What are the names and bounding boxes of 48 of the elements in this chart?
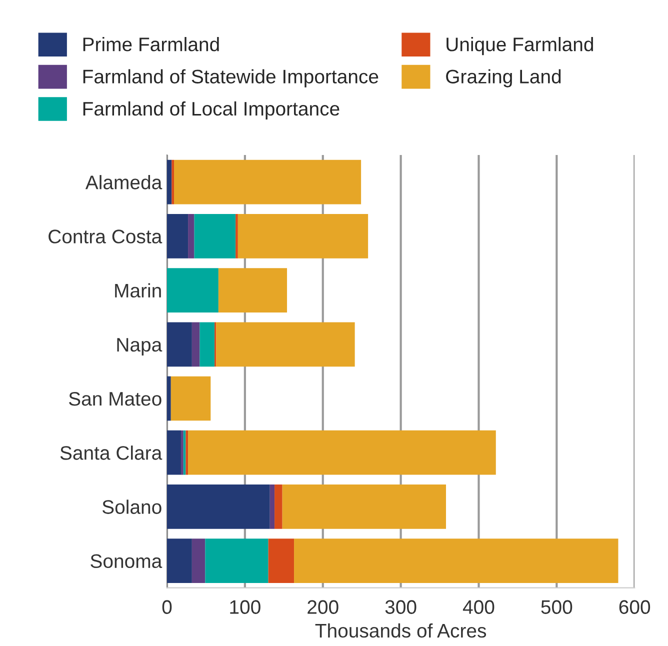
bar: [294, 538, 618, 583]
bar: [274, 484, 282, 529]
legend-label: Prime Farmland: [83, 37, 219, 52]
x-axis-title: Thousands of Acres: [315, 623, 486, 638]
bar: [200, 322, 215, 367]
x-tick-label: 0: [162, 600, 172, 614]
bar: [167, 268, 218, 312]
bar: [167, 430, 182, 475]
x-tick-label: 500: [541, 600, 572, 614]
bar: [192, 322, 200, 367]
y-tick-label: San Mateo: [68, 392, 162, 406]
y-tick-label: Alameda: [85, 175, 162, 190]
y-tick-label: Marin: [115, 283, 161, 298]
bar: [167, 484, 270, 529]
bar: [270, 484, 275, 529]
bar: [192, 538, 206, 583]
y-tick-label: Santa Clara: [60, 446, 162, 460]
legend-label: Unique Farmland: [446, 37, 593, 56]
x-tick-label: 400: [462, 600, 494, 614]
legend-label: Farmland of Local Importance: [83, 101, 340, 120]
bar: [282, 484, 446, 529]
bar: [188, 214, 194, 258]
y-tick-label: Solano: [102, 500, 162, 514]
x-tick-label: 100: [230, 600, 260, 614]
bar: [268, 538, 294, 583]
bar: [167, 538, 192, 583]
legend-label: Farmland of Statewide Importance: [83, 69, 378, 88]
bar: [174, 160, 362, 204]
bar: [205, 538, 268, 583]
x-tick-label: 600: [619, 600, 650, 614]
bar: [170, 376, 211, 421]
y-tick-label: Napa: [117, 338, 162, 356]
bar: [194, 214, 236, 258]
bar: [216, 322, 355, 367]
bar: [167, 322, 192, 367]
bar: [186, 430, 188, 475]
bar: [172, 160, 174, 204]
bar: [167, 214, 188, 258]
y-tick-label: Sonoma: [90, 554, 162, 568]
x-tick-label: 200: [308, 600, 338, 614]
bar: [218, 268, 288, 312]
bar: [238, 214, 368, 258]
bar: [167, 160, 172, 204]
bar: [188, 430, 496, 475]
bar: [167, 376, 171, 421]
y-tick-label: Contra Costa: [48, 230, 162, 244]
legend-label: Grazing Land: [446, 69, 561, 88]
x-tick-label: 300: [385, 600, 416, 614]
